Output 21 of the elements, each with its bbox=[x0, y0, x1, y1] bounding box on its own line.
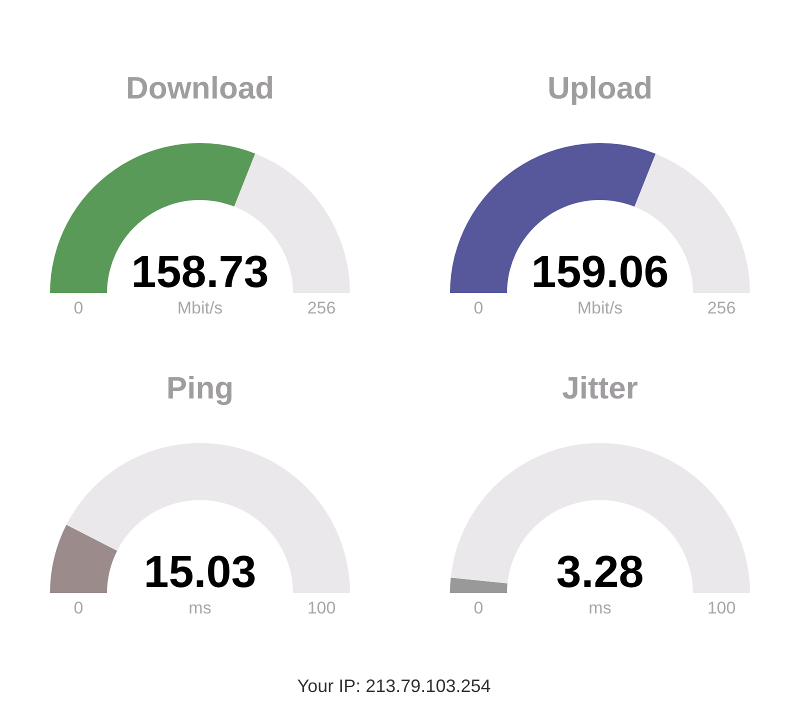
text: 0 bbox=[474, 298, 484, 318]
text: Mbit/s bbox=[577, 298, 623, 318]
chart-title: Ping bbox=[166, 370, 234, 406]
text: 15.03 bbox=[144, 546, 256, 597]
text: Your IP: 213.79.103.254 bbox=[296, 676, 492, 697]
text: 159.06 bbox=[531, 246, 669, 297]
text: ms bbox=[188, 598, 212, 618]
text: 256 bbox=[707, 298, 736, 318]
chart-title: Download bbox=[126, 70, 274, 106]
text: Mbit/s bbox=[177, 298, 223, 318]
text: 158.73 bbox=[131, 246, 269, 297]
text: 0 bbox=[474, 598, 484, 618]
text: 100 bbox=[307, 598, 336, 618]
text: 0 bbox=[74, 298, 84, 318]
chart-title: Jitter bbox=[562, 370, 638, 406]
text: ms bbox=[588, 598, 612, 618]
text: 256 bbox=[307, 298, 336, 318]
text: 3.28 bbox=[556, 546, 644, 597]
text: 0 bbox=[74, 598, 84, 618]
chart-title: Upload bbox=[547, 70, 653, 106]
text: 100 bbox=[707, 598, 736, 618]
